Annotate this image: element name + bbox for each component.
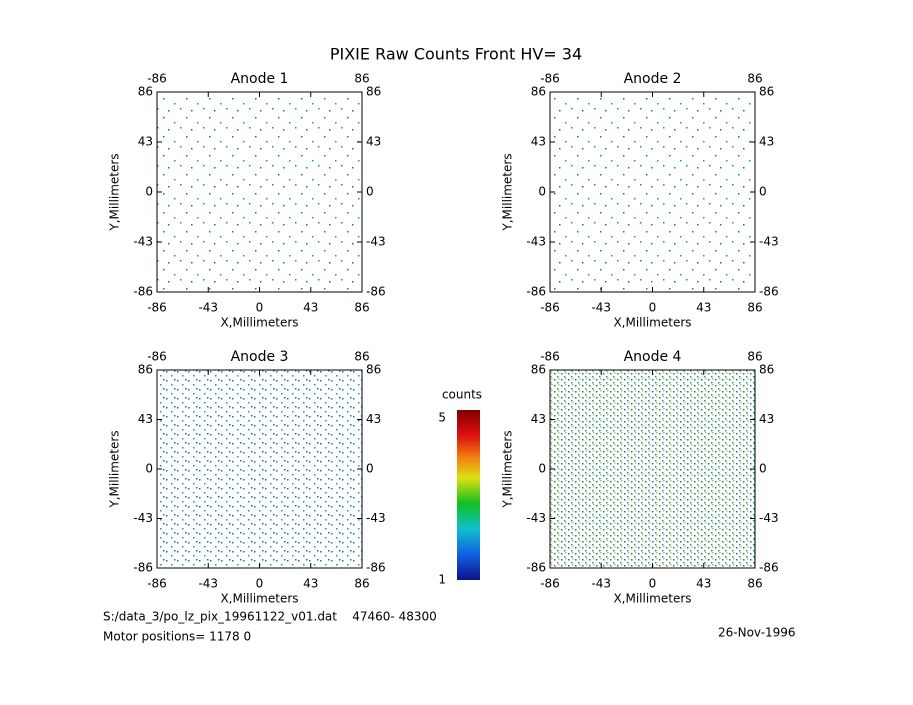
panel-title: Anode 1 <box>231 71 289 87</box>
x-tick-label: -43 <box>198 301 218 315</box>
x-tick-label: 0 <box>649 577 657 591</box>
y-tick-label: -43 <box>526 235 546 249</box>
y-tick-label: 0 <box>145 185 153 199</box>
y2-tick-label: -43 <box>366 235 386 249</box>
y-tick-label: 43 <box>138 135 153 149</box>
top-tick-label: -86 <box>540 350 560 364</box>
x-tick-label: -86 <box>540 577 560 591</box>
footer-file: S:/data_3/po_lz_pix_19961122_v01.dat 474… <box>103 610 437 624</box>
panel-title: Anode 3 <box>231 349 289 365</box>
y-axis-label: Y,Millimeters <box>108 153 122 231</box>
y2-tick-label: -86 <box>759 561 779 575</box>
y-tick-label: 0 <box>538 185 546 199</box>
footer-motor: Motor positions= 1178 0 <box>103 630 251 644</box>
x-tick-label: -86 <box>147 577 167 591</box>
colorbar <box>457 410 480 580</box>
y-tick-label: -86 <box>526 561 546 575</box>
y2-tick-label: 43 <box>366 135 381 149</box>
y-axis-label: Y,Millimeters <box>501 430 515 508</box>
top-tick-label: 86 <box>354 350 369 364</box>
x-tick-label: 43 <box>303 301 318 315</box>
y-tick-label: -43 <box>133 235 153 249</box>
image-field <box>550 370 755 568</box>
x-tick-label: -43 <box>198 577 218 591</box>
y-tick-label: 0 <box>145 462 153 476</box>
x-tick-label: 0 <box>649 301 657 315</box>
y-tick-label: -86 <box>526 285 546 299</box>
x-tick-label: -43 <box>591 577 611 591</box>
y2-tick-label: -86 <box>759 285 779 299</box>
y-tick-label: -86 <box>133 561 153 575</box>
x-tick-label: -86 <box>147 301 167 315</box>
panel-title: Anode 4 <box>624 349 682 365</box>
x-tick-label: 0 <box>256 301 264 315</box>
y-tick-label: 86 <box>138 363 153 377</box>
y-axis-label: Y,Millimeters <box>108 430 122 508</box>
x-tick-label: 43 <box>696 301 711 315</box>
y2-tick-label: -43 <box>759 235 779 249</box>
image-field <box>157 92 362 292</box>
top-tick-label: -86 <box>147 72 167 86</box>
colorbar-label: counts <box>442 388 482 402</box>
y2-tick-label: 0 <box>366 185 374 199</box>
x-tick-label: 86 <box>747 577 762 591</box>
y-tick-label: 43 <box>138 412 153 426</box>
figure-title: PIXIE Raw Counts Front HV= 34 <box>330 45 582 64</box>
top-tick-label: -86 <box>540 72 560 86</box>
y2-tick-label: 43 <box>366 412 381 426</box>
x-axis-label: X,Millimeters <box>220 316 298 330</box>
y2-tick-label: 86 <box>366 363 381 377</box>
y-tick-label: 86 <box>531 363 546 377</box>
image-field <box>550 92 755 292</box>
y2-tick-label: 43 <box>759 135 774 149</box>
footer-date: 26-Nov-1996 <box>718 626 796 640</box>
image-field <box>157 370 362 568</box>
y2-tick-label: 0 <box>759 462 767 476</box>
y-tick-label: 43 <box>531 135 546 149</box>
y2-tick-label: -86 <box>366 561 386 575</box>
x-axis-label: X,Millimeters <box>613 316 691 330</box>
y-tick-label: 86 <box>138 85 153 99</box>
y2-tick-label: -86 <box>366 285 386 299</box>
y-tick-label: 86 <box>531 85 546 99</box>
colorbar-tick-label: 1 <box>438 573 446 587</box>
y-tick-label: -43 <box>133 511 153 525</box>
top-tick-label: -86 <box>147 350 167 364</box>
y-axis-label: Y,Millimeters <box>501 153 515 231</box>
panel-title: Anode 2 <box>624 71 682 87</box>
x-tick-label: 86 <box>354 301 369 315</box>
x-tick-label: -86 <box>540 301 560 315</box>
y2-tick-label: 43 <box>759 412 774 426</box>
y-tick-label: -86 <box>133 285 153 299</box>
y2-tick-label: -43 <box>366 511 386 525</box>
x-axis-label: X,Millimeters <box>613 592 691 606</box>
y2-tick-label: 86 <box>759 85 774 99</box>
x-tick-label: 43 <box>696 577 711 591</box>
x-tick-label: 86 <box>747 301 762 315</box>
y-tick-label: 0 <box>538 462 546 476</box>
x-tick-label: 43 <box>303 577 318 591</box>
y2-tick-label: 0 <box>366 462 374 476</box>
y2-tick-label: 86 <box>759 363 774 377</box>
y-tick-label: -43 <box>526 511 546 525</box>
x-tick-label: 0 <box>256 577 264 591</box>
colorbar-tick-label: 5 <box>438 411 446 425</box>
top-tick-label: 86 <box>354 72 369 86</box>
top-tick-label: 86 <box>747 72 762 86</box>
x-axis-label: X,Millimeters <box>220 592 298 606</box>
y2-tick-label: 86 <box>366 85 381 99</box>
x-tick-label: -43 <box>591 301 611 315</box>
y2-tick-label: -43 <box>759 511 779 525</box>
top-tick-label: 86 <box>747 350 762 364</box>
y-tick-label: 43 <box>531 412 546 426</box>
y2-tick-label: 0 <box>759 185 767 199</box>
x-tick-label: 86 <box>354 577 369 591</box>
